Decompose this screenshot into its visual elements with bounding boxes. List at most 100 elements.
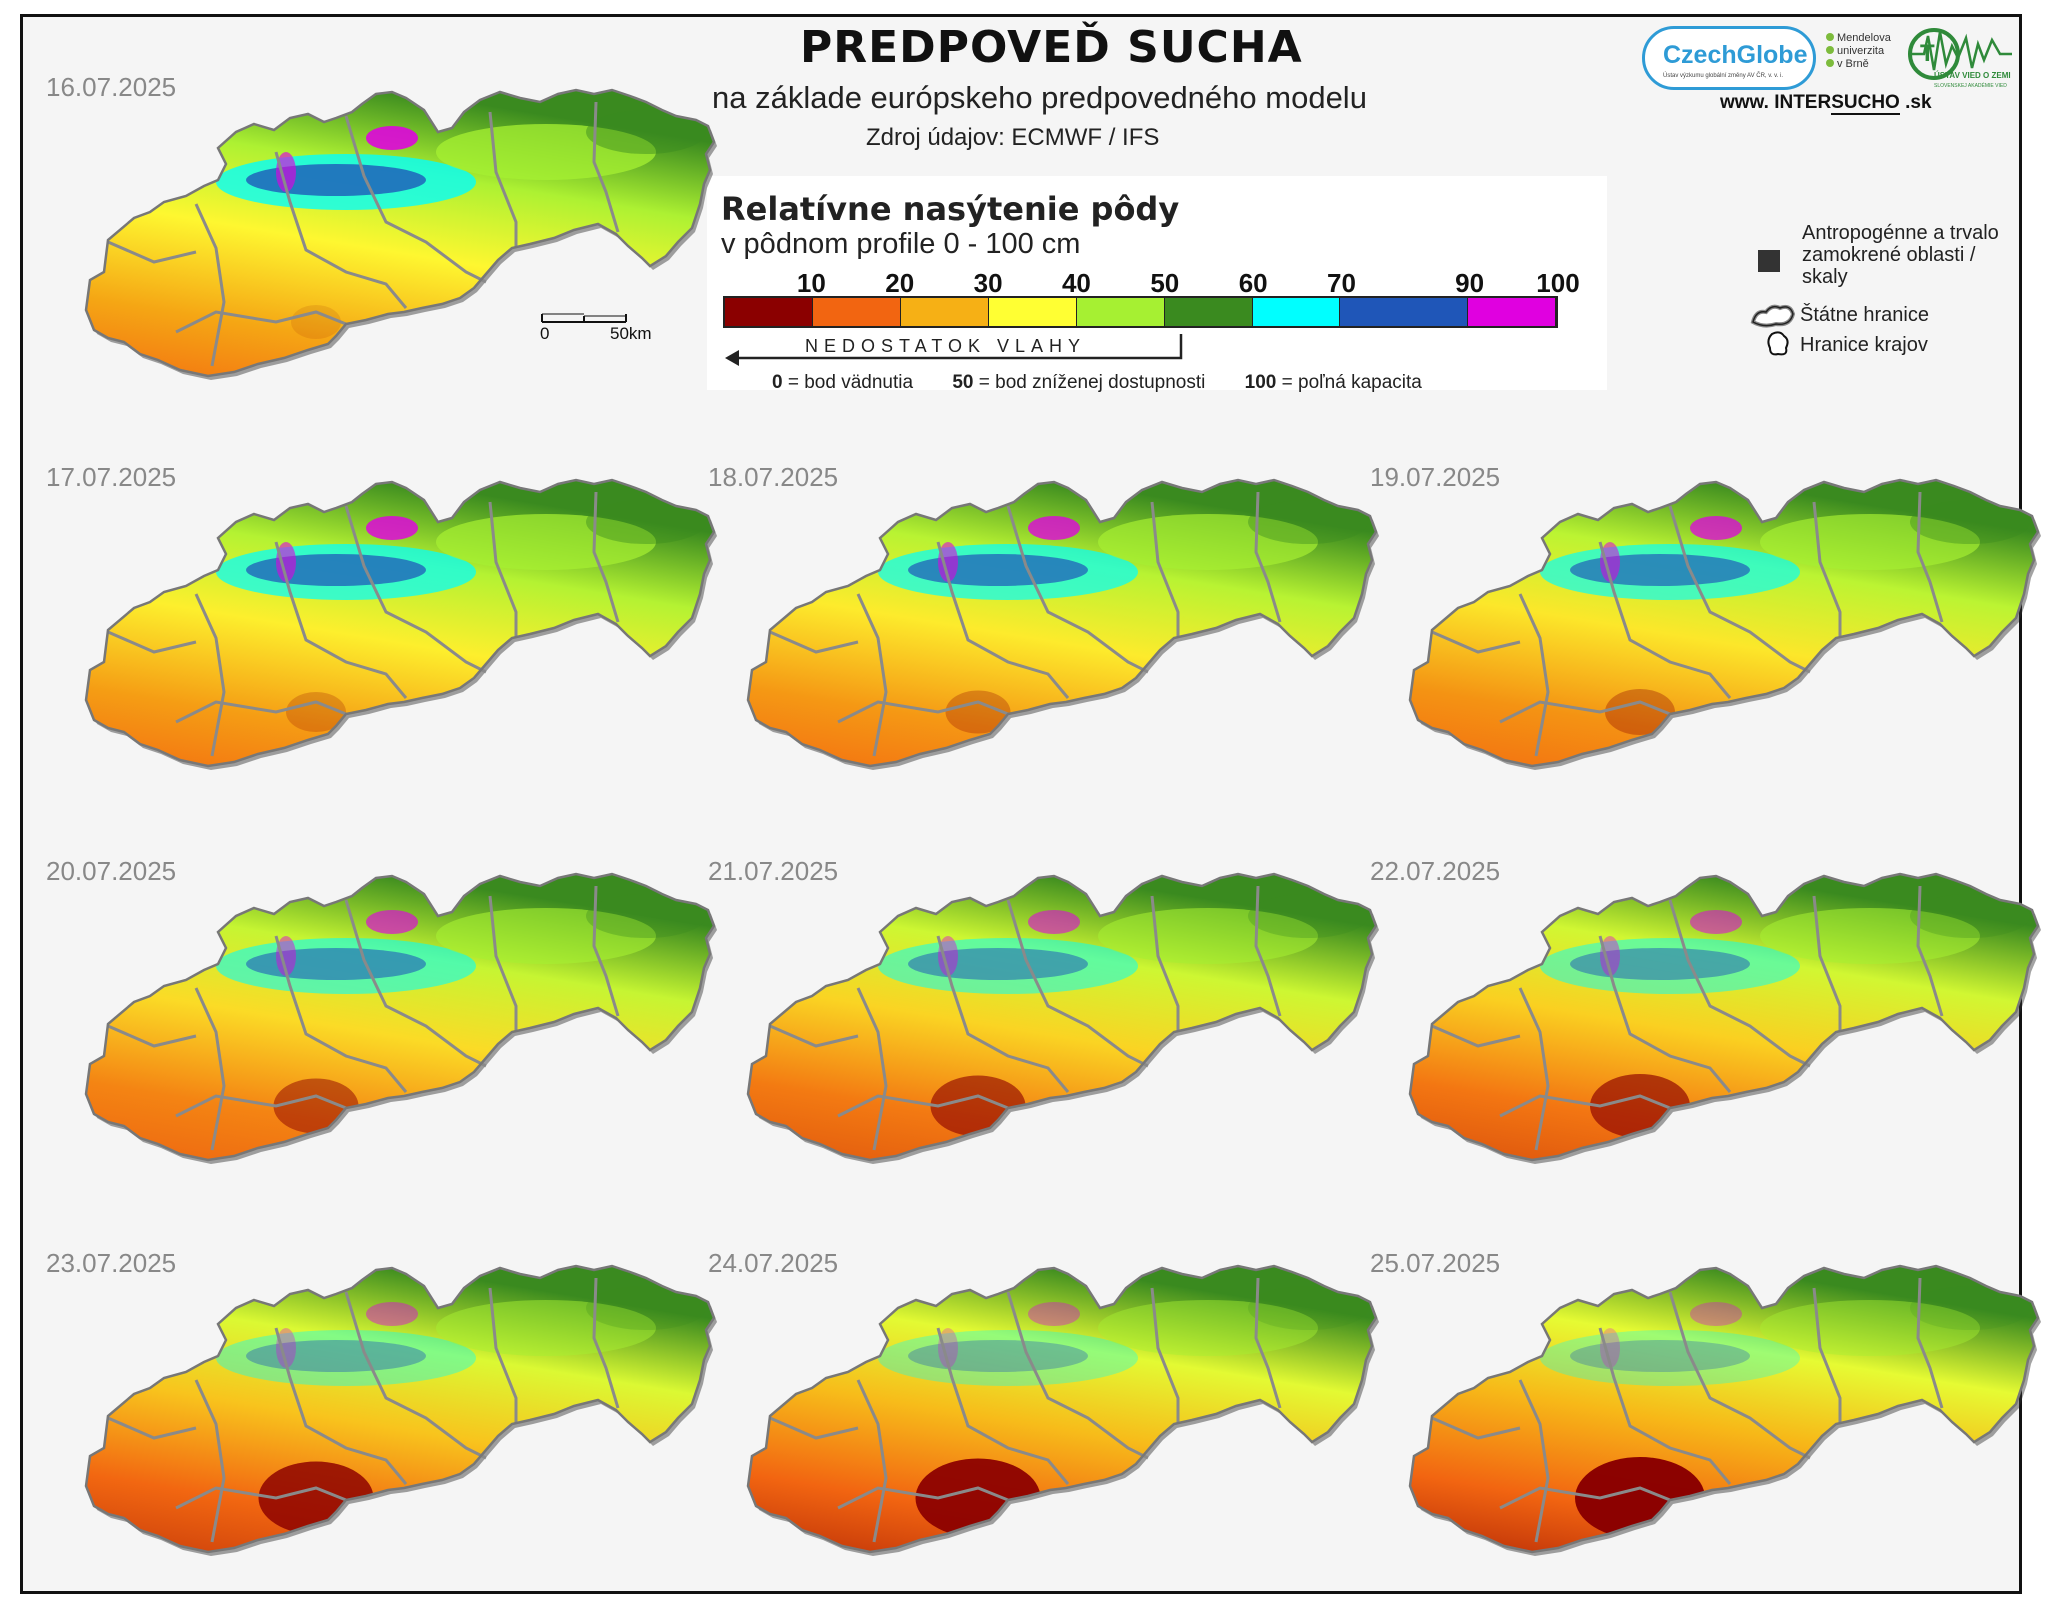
website-link[interactable]: www. INTERSUCHO .sk (1720, 92, 1932, 115)
region-borders (107, 491, 620, 757)
legend-segment (1252, 298, 1341, 326)
seismograph-icon (1912, 31, 2012, 71)
saturated-zone (276, 152, 296, 192)
very-wet-zone (908, 1340, 1088, 1372)
legend-tick: 90 (1455, 268, 1485, 298)
legend-subtitle: v pôdnom profile 0 - 100 cm (721, 228, 1081, 260)
forecast-date: 20.07.2025 (46, 856, 177, 886)
saturated-zone (1690, 1302, 1742, 1326)
forecast-map-panel[interactable]: 16.07.2025 (46, 72, 717, 412)
region-borders (107, 1277, 620, 1543)
legend-color-bar (723, 296, 1558, 328)
saturated-zone (1028, 516, 1080, 540)
very-wet-zone (246, 164, 426, 196)
legend-segment (1340, 298, 1468, 326)
slovakia-map (746, 872, 1379, 1164)
saturated-zone (276, 936, 296, 976)
legend-tick: 40 (1061, 268, 1091, 298)
czechglobe-logo[interactable]: CzechGlobe Ústav výzkumu globální změny … (1642, 26, 1816, 90)
slovakia-map (746, 478, 1379, 770)
data-source: Zdroj údajov: ECMWF / IFS (866, 124, 1160, 151)
slovakia-map (746, 1264, 1379, 1556)
legend-title: Relatívne nasýtenie pôdy (721, 190, 1180, 228)
moist-zone (1760, 514, 1980, 570)
forecast-map-panel[interactable]: 19.07.2025 (1370, 462, 2041, 802)
anthropogenic-label: Antropogénne a trvalo zamokrené oblasti … (1802, 222, 1999, 288)
very-wet-zone (246, 948, 426, 980)
region-borders (107, 885, 620, 1151)
moist-zone (436, 1300, 656, 1356)
legend-tick: 20 (885, 268, 915, 298)
forecast-map-panel[interactable]: 20.07.2025 (46, 856, 717, 1196)
region-border-label: Hranice krajov (1800, 334, 1928, 356)
moist-zone (1248, 894, 1368, 938)
moist-zone (1760, 908, 1980, 964)
very-wet-zone (246, 1340, 426, 1372)
region-borders (769, 491, 1282, 757)
moist-zone (1098, 908, 1318, 964)
czechglobe-logo-text: CzechGlobe (1663, 41, 1808, 69)
state-border (746, 1264, 1378, 1554)
uvz-line1: ÚSTAV VIED O ZEMI (1934, 71, 2011, 80)
forecast-map-panel[interactable]: 23.07.2025 (46, 1248, 717, 1588)
forecast-date: 23.07.2025 (46, 1248, 177, 1278)
moist-zone (586, 500, 706, 544)
state-border (84, 478, 716, 768)
saturated-zone (276, 542, 296, 582)
slovakia-map (84, 478, 717, 770)
mendel-dot-icon (1826, 59, 1834, 67)
saturated-zone (1600, 1328, 1620, 1368)
forecast-map-panel[interactable]: 17.07.2025 (46, 462, 717, 802)
saturated-zone (366, 126, 418, 150)
state-border (84, 88, 716, 378)
legend-tick: 10 (796, 268, 826, 298)
legend-segment (1164, 298, 1253, 326)
forecast-map-panel[interactable]: 22.07.2025 (1370, 856, 2041, 1196)
uvz-logo[interactable]: T ÚSTAV VIED O ZEMI SLOVENSKEJ AKADÉMIE … (1906, 24, 2016, 92)
forecast-map-panel[interactable]: 18.07.2025 (708, 462, 1379, 802)
moist-zone (1760, 1300, 1980, 1356)
state-border (1408, 872, 2040, 1162)
website-middle: SUCHO (1831, 92, 1900, 115)
scale-bar-icon (541, 313, 627, 323)
saturated-zone (938, 936, 958, 976)
mendel-dot-icon (1826, 33, 1834, 41)
state-border-label: Štátne hranice (1800, 304, 1929, 326)
uvz-line2: SLOVENSKEJ AKADÉMIE VIED (1934, 82, 2007, 89)
definition-50: 50 = bod zníženej dostupnosti (952, 372, 1206, 393)
forecast-date: 21.07.2025 (708, 856, 839, 886)
boundary-legend: Antropogénne a trvalo zamokrené oblasti … (1750, 214, 2020, 384)
forecast-date: 19.07.2025 (1370, 462, 1501, 492)
region-borders (769, 1277, 1282, 1543)
very-dry-zone (273, 1078, 359, 1134)
moist-zone (1910, 500, 2030, 544)
moist-zone (1910, 1286, 2030, 1330)
forecast-date: 22.07.2025 (1370, 856, 1501, 886)
legend-definitions: 0 = bod vädnutia 50 = bod zníženej dostu… (772, 372, 1456, 394)
moist-zone (586, 1286, 706, 1330)
legend-tick: 30 (973, 268, 1003, 298)
state-border (84, 872, 716, 1162)
deficit-arrow-label: NEDOSTATOK VLAHY (805, 336, 1087, 356)
mendel-line-2: univerzita (1837, 45, 1885, 57)
legend-tick: 60 (1238, 268, 1268, 298)
svg-text:T: T (1920, 40, 1935, 67)
very-wet-zone (1570, 554, 1750, 586)
moist-zone (1098, 1300, 1318, 1356)
color-legend: Relatívne nasýtenie pôdy v pôdnom profil… (707, 176, 1607, 393)
czechglobe-logo-subtext: Ústav výzkumu globální změny AV ČR, v. v… (1663, 73, 1784, 79)
very-wet-zone (246, 554, 426, 586)
very-dry-zone (291, 305, 341, 339)
moist-zone (586, 110, 706, 154)
state-border (84, 1264, 716, 1554)
mendel-logo[interactable]: Mendelova univerzita v Brně (1826, 32, 1896, 71)
saturated-zone (366, 516, 418, 540)
legend-segment (900, 298, 989, 326)
moist-zone (1248, 500, 1368, 544)
state-border-icon (1750, 304, 1796, 328)
definition-100: 100 = poľná kapacita (1244, 372, 1422, 393)
forecast-map-panel[interactable]: 25.07.2025 (1370, 1248, 2041, 1588)
forecast-map-panel[interactable]: 24.07.2025 (708, 1248, 1379, 1588)
saturated-zone (1600, 936, 1620, 976)
forecast-map-panel[interactable]: 21.07.2025 (708, 856, 1379, 1196)
